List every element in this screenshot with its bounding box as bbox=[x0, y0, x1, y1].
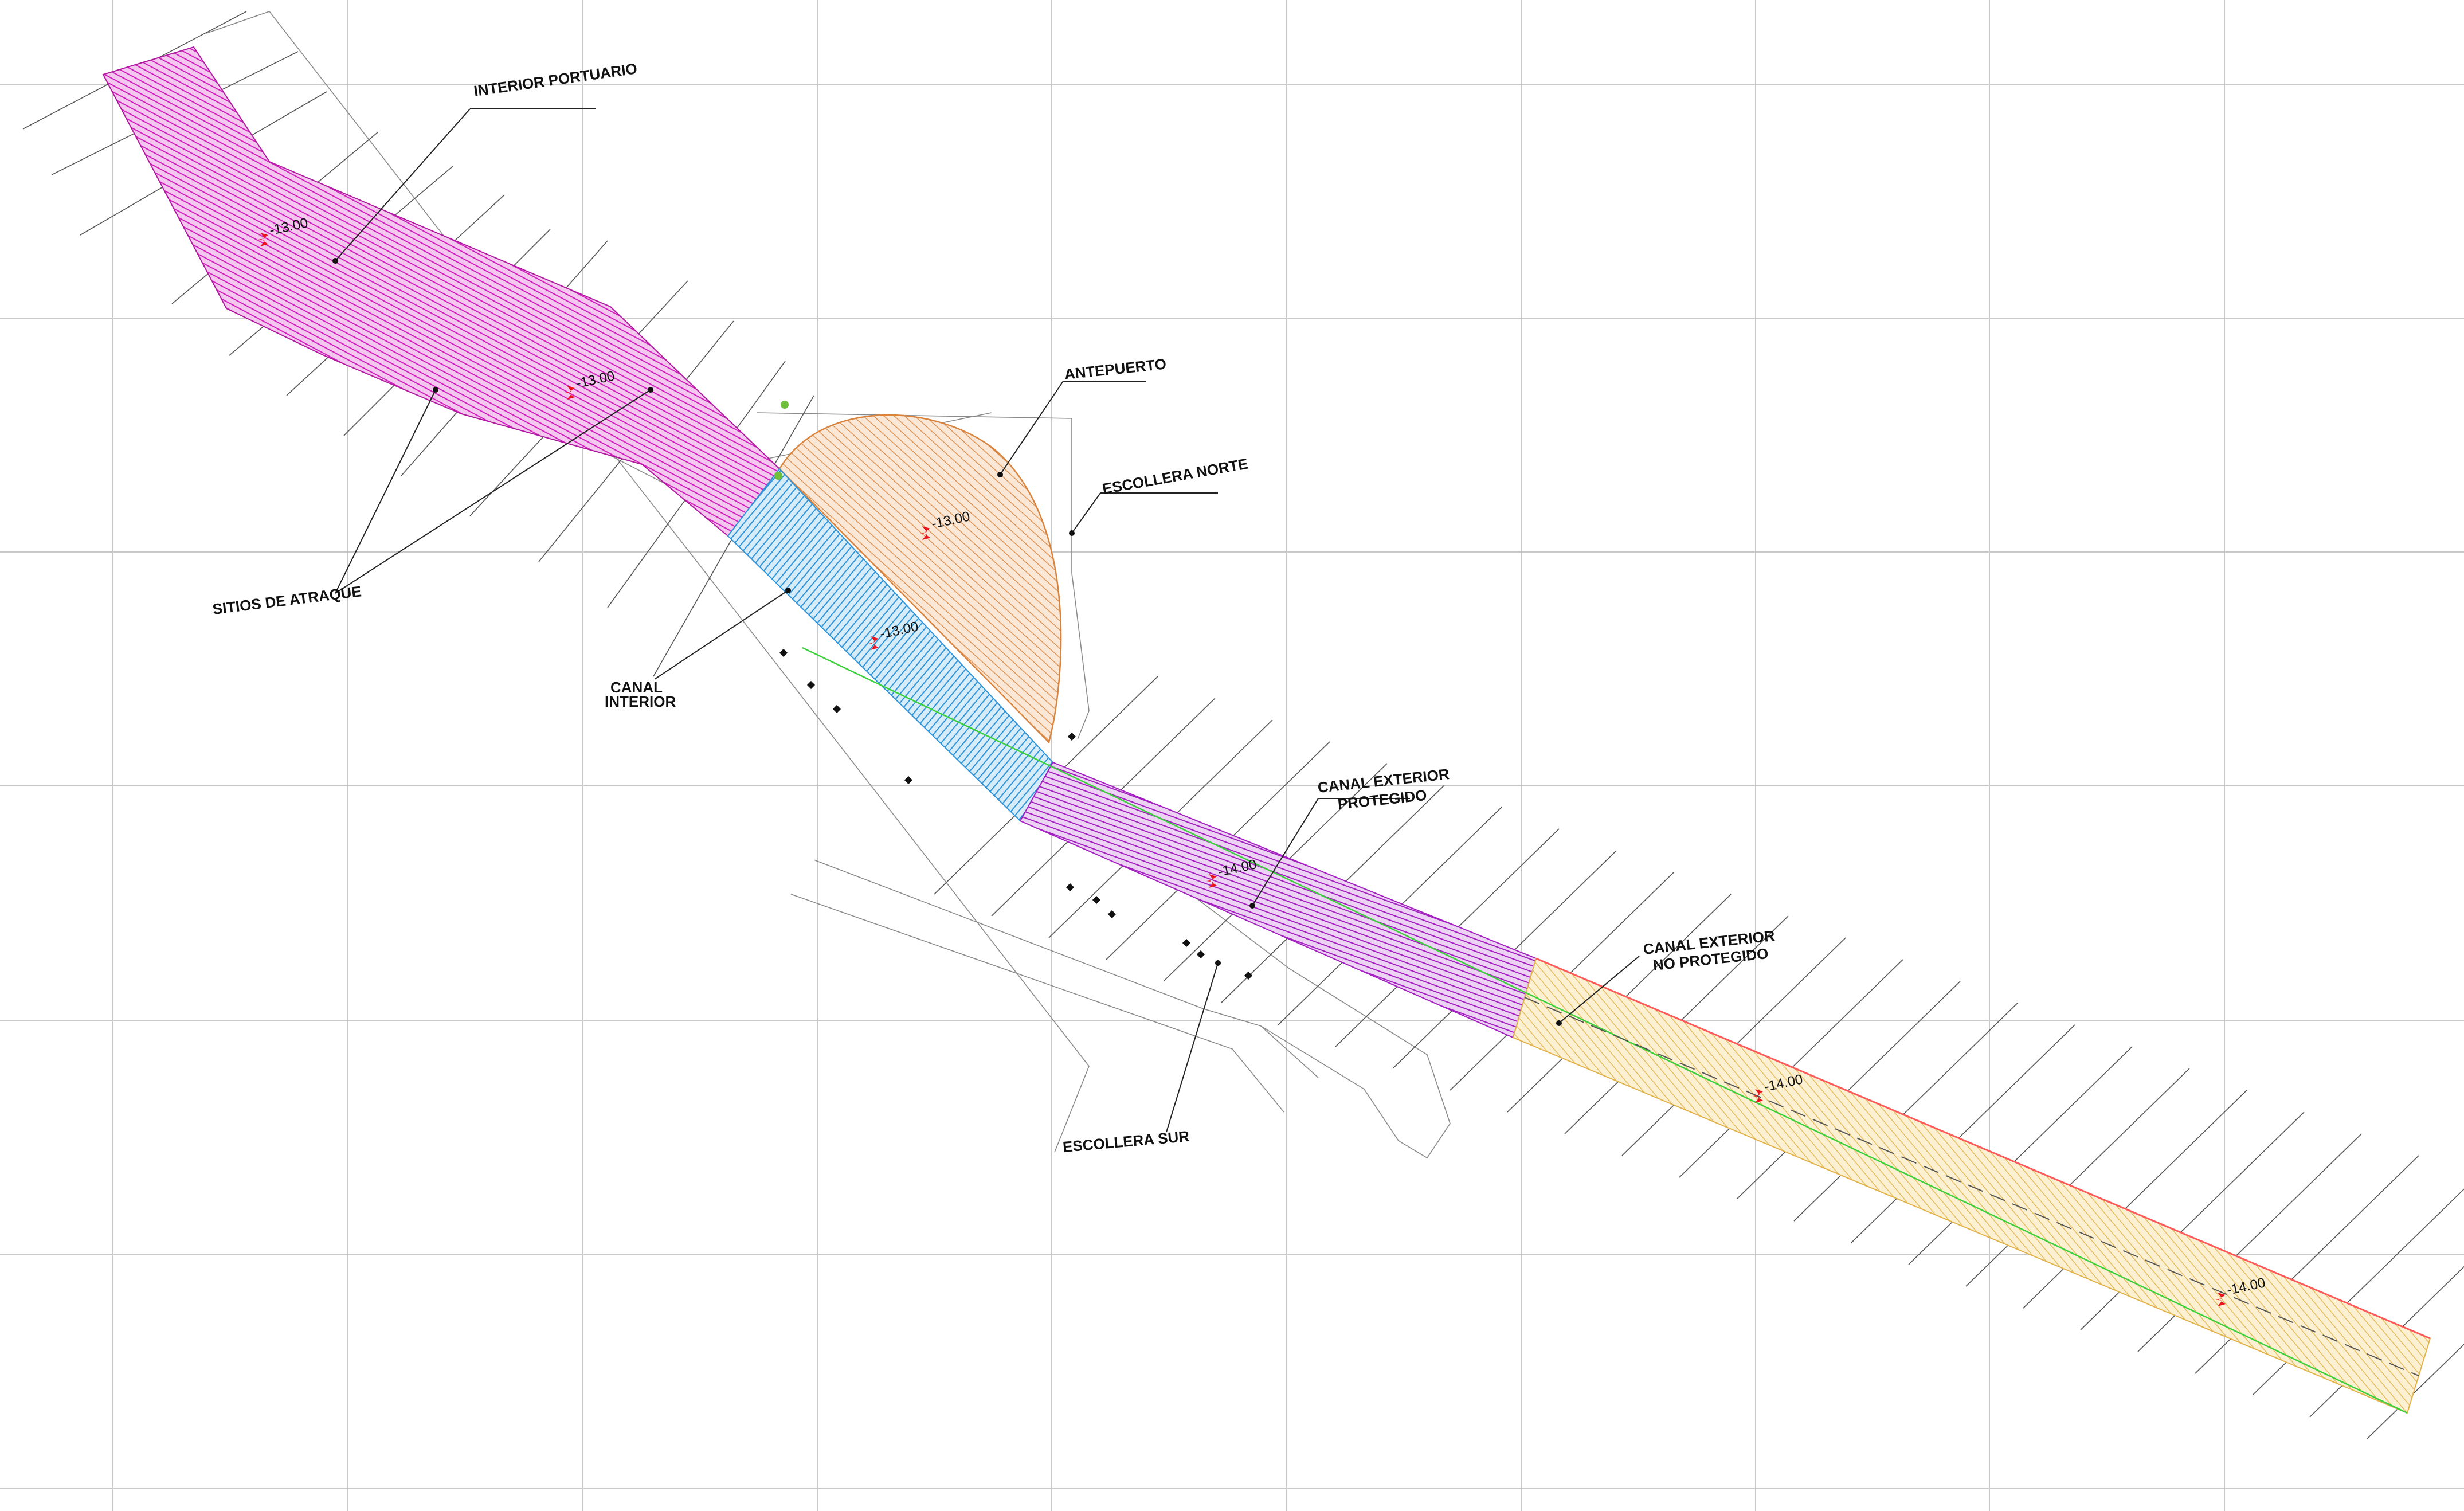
cross-section-line bbox=[2023, 1090, 2247, 1309]
label-escollera-norte: ESCOLLERA NORTE bbox=[1101, 455, 1249, 498]
label-canal-interior-1: CANAL bbox=[610, 679, 663, 696]
north-channel-edge bbox=[1535, 957, 2431, 1340]
label-antepuerto: ANTEPUERTO bbox=[1063, 355, 1167, 383]
callout-leaders bbox=[332, 108, 1640, 1133]
depth-markers: -13.00 -13.00 -13.00 -13.00 -14.00 -14.0… bbox=[258, 215, 2267, 1306]
channel-axis bbox=[1524, 997, 2419, 1376]
zone-canal-exterior-no-protegido bbox=[1512, 957, 2431, 1414]
cross-section-line bbox=[1908, 1046, 2133, 1265]
south-channel-edge bbox=[802, 647, 2408, 1414]
label-escollera-sur: ESCOLLERA SUR bbox=[1062, 1128, 1190, 1156]
cross-section-line bbox=[1793, 1003, 2018, 1222]
zone-antepuerto bbox=[778, 414, 1062, 744]
label-interior-portuario: INTERIOR PORTUARIO bbox=[473, 60, 638, 100]
cross-section-line bbox=[1965, 1068, 2190, 1287]
label-sitios-de-atraque: SITIOS DE ATRAQUE bbox=[211, 582, 362, 618]
cross-section-line bbox=[1851, 1024, 2075, 1243]
label-canal-interior-2: INTERIOR bbox=[605, 693, 676, 710]
cross-section-line bbox=[2080, 1111, 2305, 1330]
